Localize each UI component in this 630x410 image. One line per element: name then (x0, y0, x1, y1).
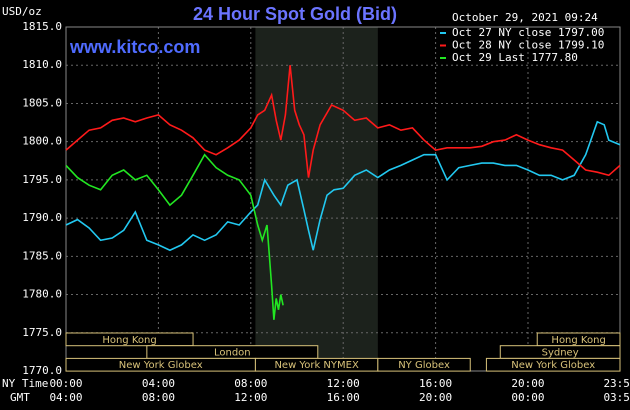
legend-label: Oct 29 Last 1777.80 (452, 51, 578, 64)
y-tick-label: 1790.0 (22, 211, 62, 224)
price-line (65, 65, 621, 178)
x-tick-label: 08:00 (234, 377, 267, 390)
y-tick-label: 1795.0 (22, 173, 62, 186)
price-line (65, 120, 621, 252)
x2-tick-label: 12:00 (234, 391, 267, 404)
source-url: www.kitco.com (69, 37, 200, 57)
session-bar (65, 332, 194, 347)
legend-label: Oct 27 NY close 1797.00 (452, 26, 604, 39)
x2-tick-label: 04:00 (49, 391, 82, 404)
y-tick-label: 1805.0 (22, 96, 62, 109)
session-label: New York Globex (119, 360, 203, 371)
session-label: Sydney (542, 348, 579, 359)
x-axis-label: NY Time (2, 377, 48, 390)
y-tick-label: 1780.0 (22, 288, 62, 301)
y-tick-label: 1810.0 (22, 58, 62, 71)
timestamp: October 29, 2021 09:24 (452, 11, 598, 24)
x-tick-label: 04:00 (142, 377, 175, 390)
x-tick-label: 20:00 (511, 377, 544, 390)
x-tick-label: 12:00 (327, 377, 360, 390)
legend-label: Oct 28 NY close 1799.10 (452, 39, 604, 52)
session-label: New York NYMEX (274, 360, 359, 371)
y-axis-label: USD/oz (2, 5, 42, 18)
session-label: Hong Kong (102, 335, 156, 346)
x2-tick-label: 08:00 (142, 391, 175, 404)
y-tick-label: 1770.0 (22, 364, 62, 377)
y-tick-label: 1815.0 (22, 20, 62, 33)
x-tick-label: 00:00 (49, 377, 82, 390)
session-label: Hong Kong (551, 335, 605, 346)
chart-title: 24 Hour Spot Gold (Bid) (193, 4, 397, 24)
y-tick-label: 1775.0 (22, 326, 62, 339)
session-label: New York Globex (511, 360, 595, 371)
x2-tick-label: 03:59 (603, 391, 630, 404)
x2-tick-label: 20:00 (419, 391, 452, 404)
x-tick-label: 23:59 (603, 377, 630, 390)
session-bar (377, 357, 471, 372)
x2-tick-label: 16:00 (327, 391, 360, 404)
x-tick-label: 16:00 (419, 377, 452, 390)
y-tick-label: 1785.0 (22, 249, 62, 262)
price-line (65, 153, 284, 320)
x2-tick-label: 00:00 (511, 391, 544, 404)
session-label: NY Globex (398, 360, 450, 371)
x2-axis-label: GMT (10, 391, 30, 404)
session-bar (485, 357, 621, 372)
y-tick-label: 1800.0 (22, 135, 62, 148)
session-label: London (214, 348, 251, 359)
